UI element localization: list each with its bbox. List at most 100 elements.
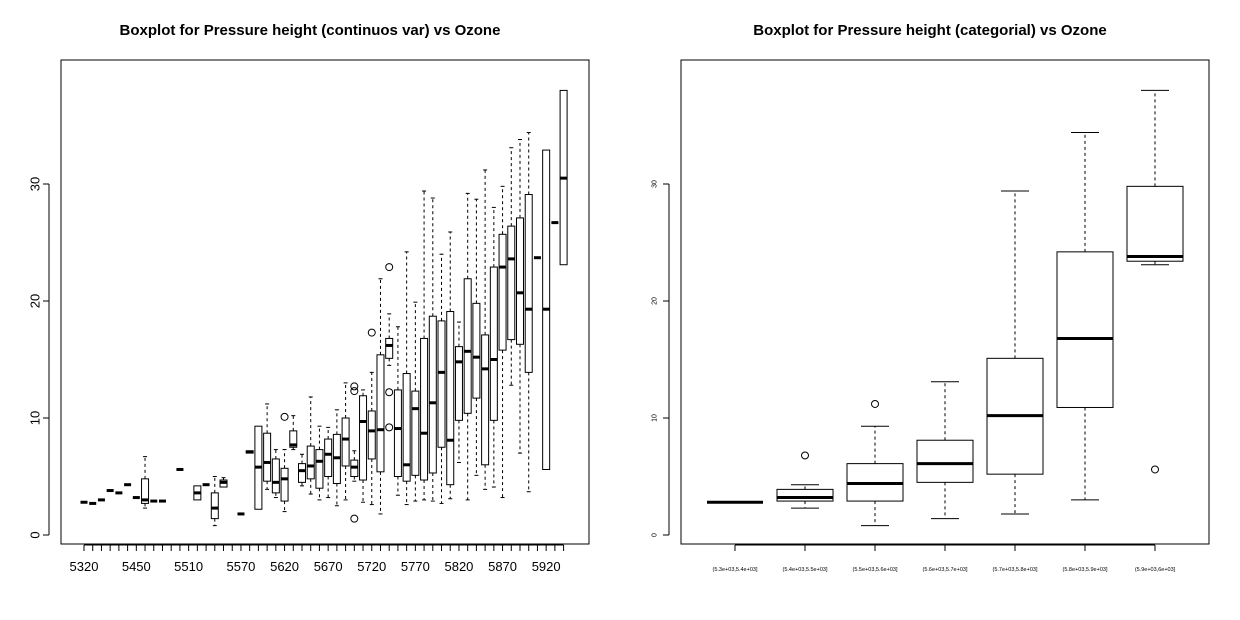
outlier-point <box>871 399 879 408</box>
box-5710 <box>359 389 368 503</box>
box-iqr <box>263 432 272 482</box>
outlier-point <box>801 451 809 460</box>
box-5610 <box>271 449 280 499</box>
box-5520 <box>193 485 202 501</box>
x-tick-label: (5.4e+03,5.5e+03] <box>783 567 828 573</box>
box-5940 <box>559 89 568 266</box>
box-iqr <box>306 445 315 480</box>
box-5900 <box>524 132 533 493</box>
box-iqr <box>1126 185 1184 262</box>
box-5850 <box>481 169 490 490</box>
outlier-point <box>367 328 376 337</box>
box-5800 <box>437 253 446 504</box>
box-iqr <box>1056 251 1114 408</box>
x-tick-label: 5770 <box>401 559 430 574</box>
x-tick-label: (5.9e+03,6e+03] <box>1135 567 1176 573</box>
box-iqr <box>298 463 306 483</box>
box-5730 <box>376 278 385 515</box>
box-iqr <box>524 194 533 373</box>
x-tick-label: (5.3e+03,5.4e+03] <box>713 567 758 573</box>
box-iqr <box>420 337 429 481</box>
plot-frame <box>60 59 590 545</box>
y-tick-label: 10 <box>28 411 43 425</box>
box-iqr <box>437 320 446 448</box>
box-5780 <box>420 190 429 501</box>
box-5810 <box>446 231 455 500</box>
box-iqr <box>489 266 498 421</box>
box-5770 <box>411 301 420 502</box>
box-5540 <box>210 476 219 527</box>
box-5460 <box>141 456 150 509</box>
box-5550 <box>219 477 228 488</box>
box-iqr <box>376 354 385 473</box>
box-iqr <box>507 225 516 341</box>
x-tick-label: (5.8e+03,5.9e+03] <box>1063 567 1108 573</box>
y-tick-label: 10 <box>652 414 659 422</box>
outlier-point <box>350 382 359 391</box>
box-iqr <box>289 430 298 448</box>
x-tick-label: 5620 <box>270 559 299 574</box>
box-5670 <box>324 426 333 499</box>
box-5920 <box>542 149 551 470</box>
y-tick-label: 20 <box>652 297 659 305</box>
x-tick-label: (5.6e+03,5.7e+03] <box>923 567 968 573</box>
box-(5.6e+03,5.7e+03] <box>916 381 974 520</box>
box-iqr <box>428 315 437 474</box>
box-iqr <box>402 373 411 482</box>
box-iqr <box>498 233 507 351</box>
box-iqr <box>454 346 463 421</box>
box-iqr <box>446 311 455 486</box>
box-5830 <box>463 192 472 501</box>
box-iqr <box>463 278 472 414</box>
box-5660 <box>315 425 324 501</box>
outlier-point <box>1151 465 1159 474</box>
plot-frame <box>680 59 1210 545</box>
box-5760 <box>402 251 411 506</box>
outlier-point <box>385 388 394 397</box>
box-5740 <box>385 263 394 432</box>
chart-title: Boxplot for Pressure height (categorial)… <box>753 22 1107 39</box>
box-iqr <box>324 438 333 477</box>
box-5690 <box>341 382 350 501</box>
x-tick-label: 5670 <box>314 559 343 574</box>
box-iqr <box>359 395 368 481</box>
box-5720 <box>367 328 376 506</box>
x-tick-label: 5510 <box>174 559 203 574</box>
box-iqr <box>516 217 524 345</box>
x-tick-label: 5450 <box>122 559 151 574</box>
chart-title: Boxplot for Pressure height (continuos v… <box>119 22 501 39</box>
x-tick-label: 5820 <box>444 559 473 574</box>
box-iqr <box>916 439 974 483</box>
box-5630 <box>289 415 298 451</box>
box-iqr <box>472 302 481 399</box>
outlier-point <box>385 423 394 432</box>
box-5640 <box>298 453 306 487</box>
y-tick-label: 0 <box>28 531 43 538</box>
box-5700 <box>350 382 359 523</box>
box-iqr <box>141 478 150 504</box>
outlier-point <box>385 263 394 272</box>
outlier-point <box>350 387 359 396</box>
categorical-boxplot-chart: 0 10 20 30 (5.3e+03,5.4e+03] (5.4e+03,5.5e+03… <box>652 59 1210 573</box>
box-5650 <box>306 396 315 495</box>
box-iqr <box>776 488 834 502</box>
box-iqr <box>385 337 394 359</box>
x-tick-label: 5870 <box>488 559 517 574</box>
box-iqr <box>411 390 420 476</box>
box-5580 <box>245 450 254 454</box>
x-tick-label: (5.7e+03,5.8e+03] <box>993 567 1038 573</box>
box-5880 <box>507 147 516 386</box>
box-5820 <box>454 321 463 463</box>
box-5870 <box>498 185 507 499</box>
x-tick-label: 5720 <box>357 559 386 574</box>
box-5890 <box>516 139 524 454</box>
categorical-boxplot-panel: Boxplot for Pressure height (categorial)… <box>620 0 1240 620</box>
x-tick-label: (5.5e+03,5.6e+03] <box>853 567 898 573</box>
box-(5.7e+03,5.8e+03] <box>986 190 1044 515</box>
box-iqr <box>481 334 490 466</box>
y-tick-label: 30 <box>652 180 659 188</box>
box-(5.5e+03,5.6e+03] <box>846 399 904 527</box>
y-tick-label: 0 <box>652 533 659 537</box>
box-iqr <box>210 492 219 520</box>
continuous-boxplot-panel: Boxplot for Pressure height (continuos v… <box>28 22 590 574</box>
